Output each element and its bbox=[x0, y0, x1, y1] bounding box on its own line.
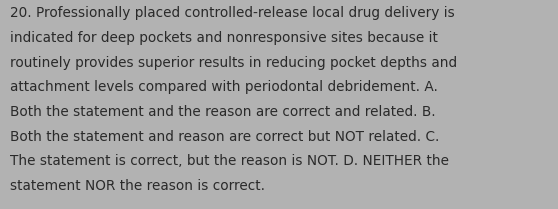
Text: Both the statement and the reason are correct and related. B.: Both the statement and the reason are co… bbox=[10, 105, 436, 119]
Text: routinely provides superior results in reducing pocket depths and: routinely provides superior results in r… bbox=[10, 56, 457, 70]
Text: Both the statement and reason are correct but NOT related. C.: Both the statement and reason are correc… bbox=[10, 130, 439, 144]
Text: The statement is correct, but the reason is NOT. D. NEITHER the: The statement is correct, but the reason… bbox=[10, 154, 449, 168]
Text: statement NOR the reason is correct.: statement NOR the reason is correct. bbox=[10, 179, 265, 193]
Text: indicated for deep pockets and nonresponsive sites because it: indicated for deep pockets and nonrespon… bbox=[10, 31, 438, 45]
Text: 20. Professionally placed controlled-release local drug delivery is: 20. Professionally placed controlled-rel… bbox=[10, 6, 455, 20]
Text: attachment levels compared with periodontal debridement. A.: attachment levels compared with periodon… bbox=[10, 80, 438, 94]
